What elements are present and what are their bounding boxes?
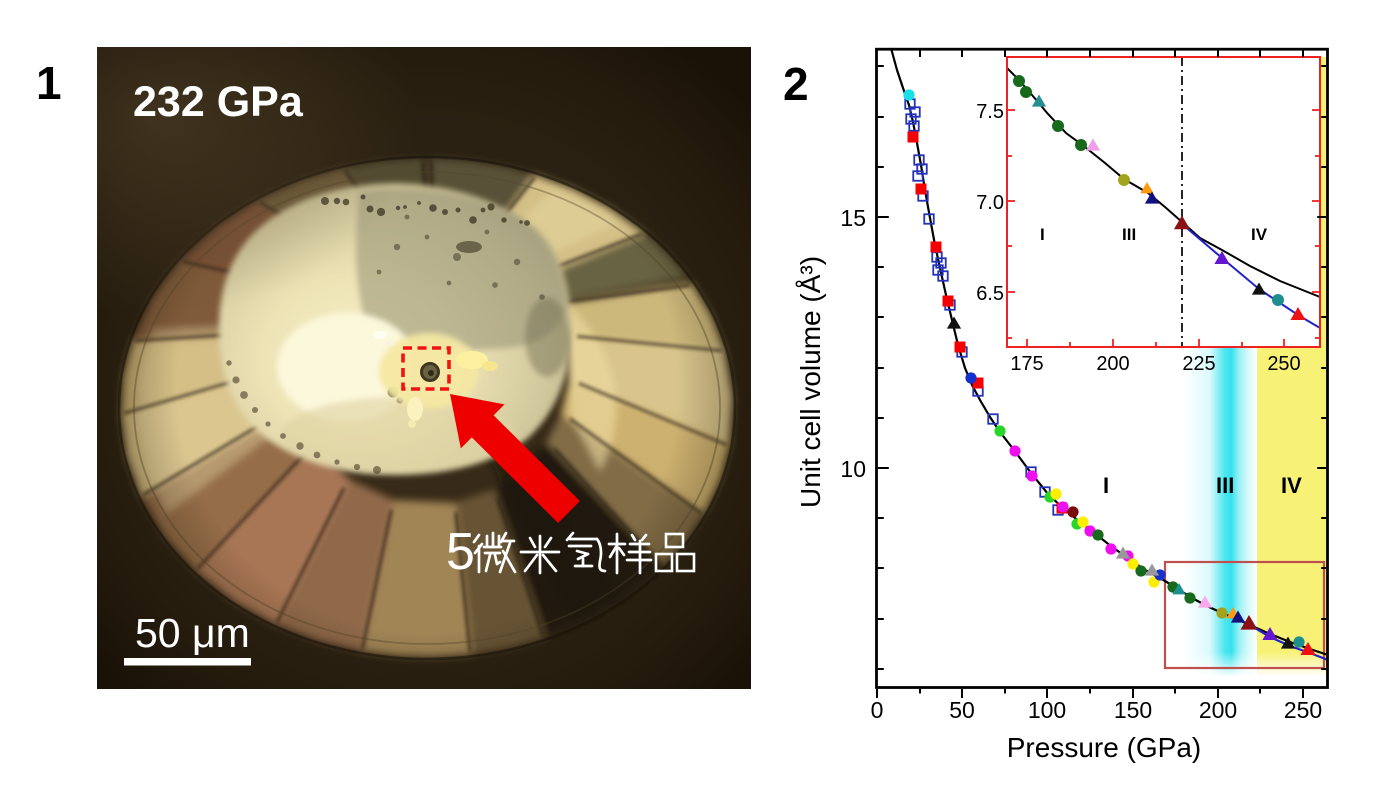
- svg-text:III: III: [1122, 225, 1136, 244]
- svg-text:250: 250: [1284, 697, 1322, 723]
- svg-text:50 μm: 50 μm: [135, 610, 250, 656]
- svg-text:2: 2: [783, 58, 809, 110]
- svg-text:Unit cell volume (Å³): Unit cell volume (Å³): [795, 256, 826, 508]
- svg-text:IV: IV: [1251, 225, 1268, 244]
- svg-text:7.5: 7.5: [976, 101, 1004, 123]
- svg-text:1: 1: [36, 57, 62, 109]
- svg-text:100: 100: [1028, 697, 1066, 723]
- svg-text:225: 225: [1182, 353, 1215, 375]
- svg-text:I: I: [1040, 225, 1045, 244]
- svg-text:Pressure (GPa): Pressure (GPa): [1007, 732, 1202, 763]
- svg-text:6.5: 6.5: [976, 283, 1004, 305]
- svg-text:10: 10: [840, 456, 866, 482]
- svg-text:III: III: [1216, 473, 1234, 498]
- svg-text:7.0: 7.0: [976, 192, 1004, 214]
- svg-text:IV: IV: [1281, 473, 1302, 498]
- svg-text:50: 50: [949, 697, 975, 723]
- svg-text:232 GPa: 232 GPa: [133, 78, 304, 126]
- svg-text:250: 250: [1267, 353, 1300, 375]
- svg-text:I: I: [1103, 473, 1109, 498]
- svg-text:200: 200: [1096, 353, 1129, 375]
- svg-text:150: 150: [1114, 697, 1152, 723]
- svg-text:0: 0: [871, 697, 884, 723]
- svg-text:200: 200: [1199, 697, 1237, 723]
- svg-text:175: 175: [1010, 353, 1043, 375]
- svg-text:15: 15: [840, 205, 866, 231]
- svg-text:5: 5: [446, 523, 475, 581]
